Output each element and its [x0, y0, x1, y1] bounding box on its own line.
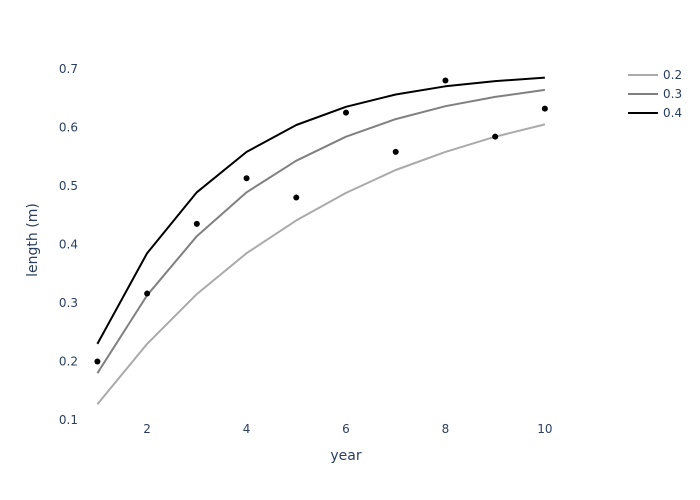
y-tick-label: 0.2: [59, 354, 78, 368]
x-tick-label: 2: [143, 422, 151, 436]
series-line-0.3[interactable]: [96, 88, 546, 374]
data-point[interactable]: [193, 220, 200, 227]
legend[interactable]: 0.2 0.3 0.4: [628, 68, 682, 120]
y-tick-label: 0.3: [59, 296, 78, 310]
y-axis-title: length (m): [25, 203, 41, 277]
data-point[interactable]: [541, 105, 548, 112]
legend-item-0.4[interactable]: 0.4: [628, 106, 682, 120]
series-line-0.2[interactable]: [96, 123, 546, 405]
data-point[interactable]: [144, 290, 151, 297]
legend-item-0.3[interactable]: 0.3: [628, 87, 682, 101]
legend-item-0.2[interactable]: 0.2: [628, 68, 682, 82]
y-tick-label: 0.1: [59, 413, 78, 427]
data-point[interactable]: [442, 77, 449, 84]
data-point[interactable]: [293, 194, 300, 201]
data-point[interactable]: [392, 148, 399, 155]
y-axis-ticks: 0.1 0.2 0.3 0.4 0.5 0.6 0.7: [59, 62, 78, 427]
x-tick-label: 4: [243, 422, 251, 436]
y-tick-label: 0.4: [59, 237, 78, 251]
x-tick-label: 6: [342, 422, 350, 436]
legend-label: 0.2: [663, 68, 682, 82]
y-tick-label: 0.6: [59, 120, 78, 134]
data-point[interactable]: [94, 358, 101, 365]
data-point[interactable]: [343, 109, 349, 116]
legend-label: 0.3: [663, 87, 682, 101]
x-tick-label: 10: [537, 422, 552, 436]
x-tick-label: 8: [442, 422, 450, 436]
x-axis-title: year: [330, 448, 361, 464]
plot-area: [94, 76, 548, 405]
y-tick-label: 0.7: [59, 62, 78, 76]
x-axis-ticks: 2 4 6 8 10: [143, 422, 552, 436]
legend-label: 0.4: [663, 106, 682, 120]
y-tick-label: 0.5: [59, 179, 78, 193]
series-line-0.4[interactable]: [96, 76, 545, 345]
data-point[interactable]: [492, 133, 499, 140]
data-point[interactable]: [243, 175, 250, 182]
